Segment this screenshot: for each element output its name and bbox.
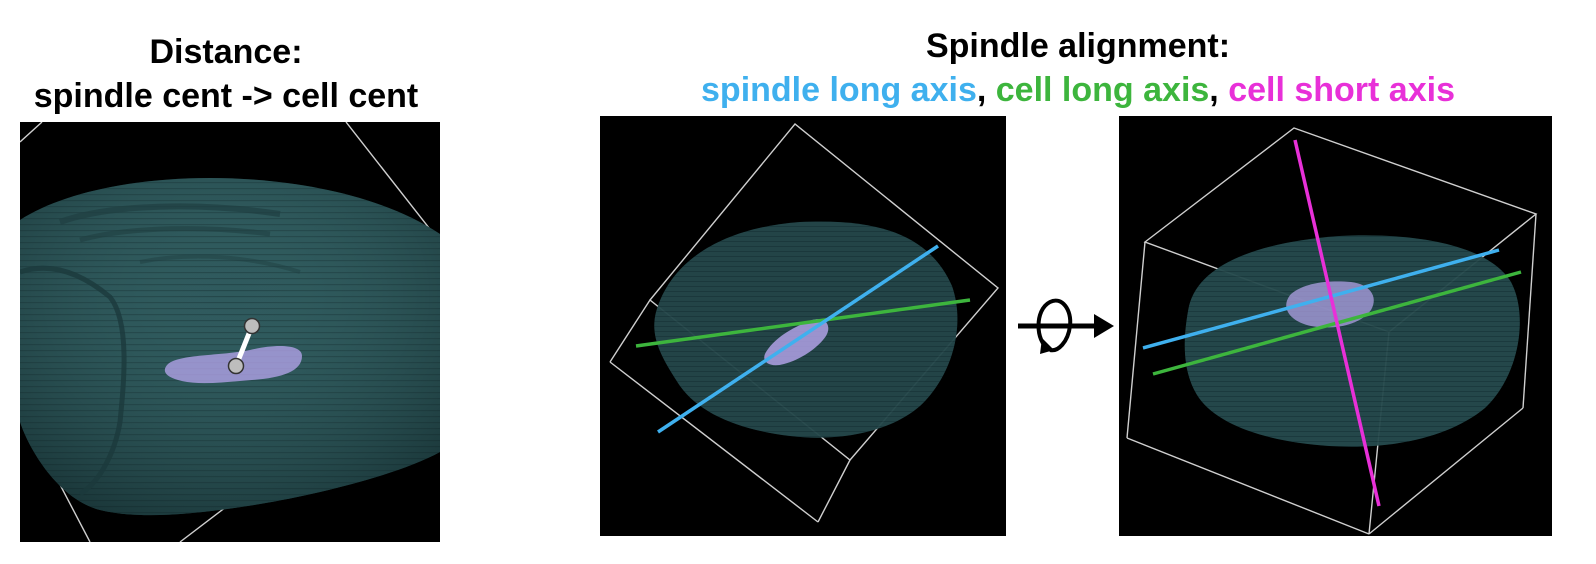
- alignment-render-panel-2: [1119, 116, 1552, 536]
- legend-separator: ,: [976, 71, 996, 109]
- distance-render-panel: [20, 122, 440, 542]
- spindle-long-axis-line: [1142, 248, 1500, 350]
- spindle-body: [1286, 281, 1374, 328]
- distance-title: Distance: spindle cent -> cell cent: [0, 30, 452, 118]
- spindle-long-axis-line: [657, 244, 939, 434]
- legend-spindle-long-axis: spindle long axis: [701, 71, 977, 109]
- cell-short-axis-line: [1293, 139, 1381, 507]
- cell-center-point: [243, 317, 261, 335]
- distance-marker: [227, 317, 261, 375]
- legend-cell-long-axis: cell long axis: [995, 71, 1210, 109]
- rotation-arrow-icon: [1014, 290, 1118, 364]
- alignment-render-panel-1: [600, 116, 1006, 536]
- distance-title-line2: spindle cent -> cell cent: [33, 77, 419, 115]
- alignment-title: Spindle alignment: spindle long axis, ce…: [560, 24, 1596, 112]
- alignment-legend: spindle long axis, cell long axis, cell …: [560, 68, 1596, 112]
- distance-render: [20, 122, 440, 542]
- cell-body: [1184, 235, 1520, 447]
- legend-cell-short-axis: cell short axis: [1228, 71, 1455, 109]
- cell-body: [20, 178, 440, 516]
- spindle-center-point: [227, 357, 245, 375]
- cell-long-axis-line: [635, 298, 971, 348]
- legend-separator: ,: [1209, 71, 1229, 109]
- alignment-render-2: [1126, 127, 1538, 535]
- distance-title-line1: Distance:: [149, 33, 303, 71]
- alignment-title-line1: Spindle alignment:: [925, 27, 1231, 65]
- alignment-render-1: [609, 123, 1000, 523]
